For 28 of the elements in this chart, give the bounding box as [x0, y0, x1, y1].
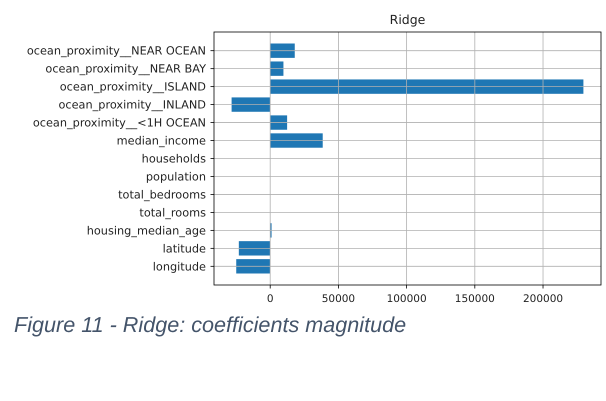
y-tick-label: ocean_proximity__NEAR BAY — [45, 62, 206, 76]
bar — [270, 79, 584, 94]
bar — [232, 97, 270, 112]
caption: Figure 11 - Ridge: coefficients magnitude — [14, 312, 406, 337]
bar — [270, 115, 288, 130]
y-tick-label: total_bedrooms — [118, 188, 206, 202]
bar — [236, 259, 270, 274]
y-tick-label: longitude — [152, 260, 206, 274]
y-tick-label: total_rooms — [139, 206, 206, 220]
bar — [270, 44, 295, 58]
x-tick-label: 100000 — [386, 293, 427, 305]
y-tick-label: ocean_proximity__INLAND — [58, 98, 206, 112]
y-tick-label: ocean_proximity__ISLAND — [60, 80, 206, 94]
y-tick-label: ocean_proximity__NEAR OCEAN — [26, 44, 206, 58]
chart-title: Ridge — [390, 12, 426, 27]
bar — [270, 61, 284, 76]
y-tick-label: households — [142, 152, 206, 166]
x-tick-label: 0 — [266, 293, 274, 305]
bar — [270, 133, 323, 148]
x-tick-label: 150000 — [454, 293, 495, 305]
x-tick-label: 50000 — [322, 293, 356, 305]
bar — [238, 241, 270, 256]
y-tick-label: latitude — [162, 242, 206, 256]
x-tick-label: 200000 — [522, 293, 564, 305]
y-tick-label: housing_median_age — [86, 224, 206, 238]
y-tick-label: median_income — [116, 134, 206, 148]
y-tick-label: population — [146, 170, 206, 184]
y-tick-label: ocean_proximity__<1H OCEAN — [32, 116, 206, 130]
